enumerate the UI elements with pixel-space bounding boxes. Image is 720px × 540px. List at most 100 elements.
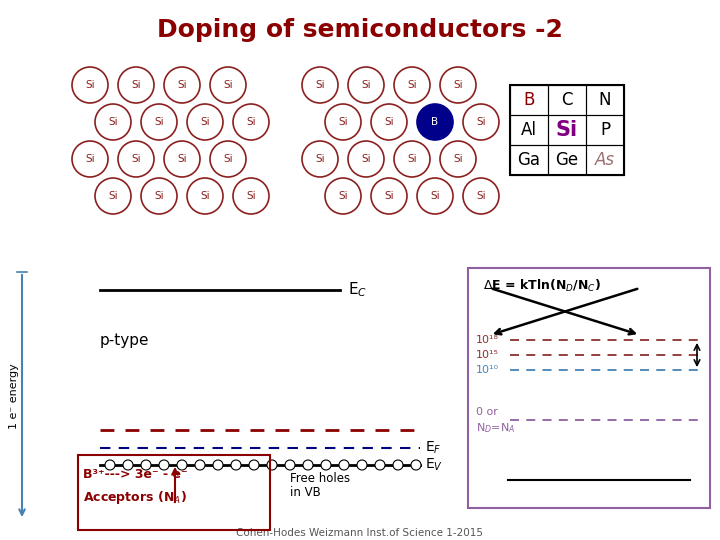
Circle shape [118, 67, 154, 103]
Text: Si: Si [384, 117, 394, 127]
Circle shape [321, 460, 331, 470]
Bar [586, 115, 624, 145]
Text: Si: Si [154, 191, 164, 201]
Text: Si: Si [85, 80, 95, 90]
Text: Si: Si [556, 120, 578, 140]
Text: Si: Si [315, 80, 325, 90]
Text: Si: Si [476, 191, 486, 201]
Text: Si: Si [430, 191, 440, 201]
Text: 10¹⁵: 10¹⁵ [476, 350, 499, 360]
Circle shape [339, 460, 349, 470]
Circle shape [72, 67, 108, 103]
Text: Si: Si [408, 80, 417, 90]
Text: B: B [431, 117, 438, 127]
Text: C: C [562, 91, 572, 109]
Circle shape [164, 67, 200, 103]
Text: p-type: p-type [100, 333, 150, 348]
Text: Ge: Ge [555, 151, 579, 169]
Bar [468, 268, 710, 508]
Circle shape [348, 67, 384, 103]
Circle shape [231, 460, 241, 470]
Circle shape [123, 460, 133, 470]
Text: Si: Si [338, 191, 348, 201]
Circle shape [195, 460, 205, 470]
Bar [510, 145, 548, 175]
Circle shape [325, 104, 361, 140]
Circle shape [411, 460, 421, 470]
Circle shape [210, 67, 246, 103]
Circle shape [325, 178, 361, 214]
Circle shape [393, 460, 403, 470]
Text: P: P [600, 121, 610, 139]
Circle shape [210, 141, 246, 177]
Text: Si: Si [384, 191, 394, 201]
Bar [78, 455, 270, 530]
Text: Si: Si [408, 154, 417, 164]
Text: 0 or: 0 or [476, 407, 498, 417]
Bar [548, 85, 586, 115]
Text: Si: Si [154, 117, 164, 127]
Bar [510, 115, 548, 145]
Text: B: B [523, 91, 535, 109]
Circle shape [249, 460, 259, 470]
Text: Doping of semiconductors -2: Doping of semiconductors -2 [157, 18, 563, 42]
Text: E$_F$: E$_F$ [425, 440, 441, 456]
Text: Si: Si [361, 154, 371, 164]
Bar [510, 85, 548, 115]
Text: B³⁺---> 3e⁻ - e⁻: B³⁺---> 3e⁻ - e⁻ [83, 469, 188, 482]
Text: Si: Si [361, 80, 371, 90]
Circle shape [164, 141, 200, 177]
Text: Si: Si [453, 154, 463, 164]
Circle shape [463, 178, 499, 214]
Circle shape [375, 460, 385, 470]
Circle shape [417, 104, 453, 140]
Bar [586, 85, 624, 115]
Circle shape [141, 460, 151, 470]
Circle shape [159, 460, 169, 470]
Text: As: As [595, 151, 615, 169]
Circle shape [267, 460, 277, 470]
Text: 10¹⁸: 10¹⁸ [476, 335, 499, 345]
Text: Si: Si [223, 154, 233, 164]
Text: Si: Si [200, 191, 210, 201]
Text: E$_V$: E$_V$ [425, 457, 443, 473]
Circle shape [141, 178, 177, 214]
Circle shape [394, 67, 430, 103]
Circle shape [371, 104, 407, 140]
Circle shape [357, 460, 367, 470]
Circle shape [417, 178, 453, 214]
Text: Si: Si [108, 191, 118, 201]
Text: Si: Si [108, 117, 118, 127]
Circle shape [187, 104, 223, 140]
Text: Si: Si [246, 191, 256, 201]
Bar [548, 115, 586, 145]
Circle shape [371, 178, 407, 214]
Text: 1 e⁻ energy: 1 e⁻ energy [9, 363, 19, 429]
Circle shape [177, 460, 187, 470]
Circle shape [95, 104, 131, 140]
Text: Si: Si [177, 80, 186, 90]
Text: Ga: Ga [518, 151, 541, 169]
Text: in VB: in VB [290, 485, 320, 498]
Text: Si: Si [131, 154, 141, 164]
Text: Si: Si [223, 80, 233, 90]
Circle shape [348, 141, 384, 177]
Text: $\Delta$E = kTln(N$_D$/N$_C$): $\Delta$E = kTln(N$_D$/N$_C$) [483, 278, 601, 294]
Text: Free holes: Free holes [290, 471, 350, 484]
Text: Si: Si [453, 80, 463, 90]
Text: Acceptors (N$_A$): Acceptors (N$_A$) [83, 489, 186, 505]
Circle shape [187, 178, 223, 214]
Text: Si: Si [177, 154, 186, 164]
Text: E$_C$: E$_C$ [348, 281, 367, 299]
Text: Si: Si [315, 154, 325, 164]
Text: Si: Si [200, 117, 210, 127]
Text: Si: Si [338, 117, 348, 127]
Text: N: N [599, 91, 611, 109]
Text: Si: Si [131, 80, 141, 90]
Circle shape [72, 141, 108, 177]
Circle shape [233, 104, 269, 140]
Circle shape [394, 141, 430, 177]
Circle shape [303, 460, 313, 470]
Text: Cohen-Hodes Weizmann Inst.of Science 1-2015: Cohen-Hodes Weizmann Inst.of Science 1-2… [236, 528, 484, 538]
Circle shape [213, 460, 223, 470]
